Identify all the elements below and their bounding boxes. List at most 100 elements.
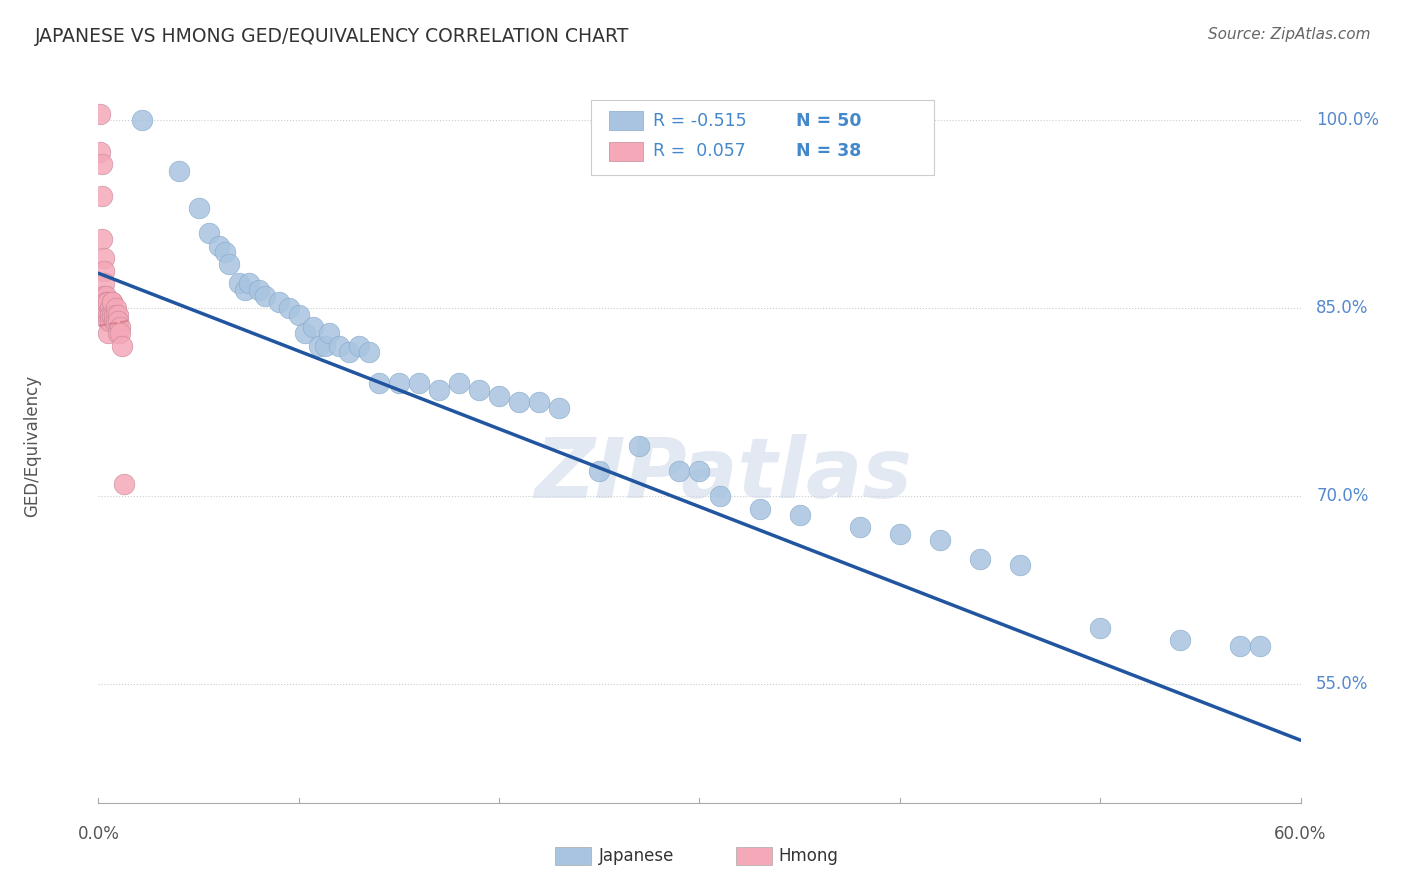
Point: [101, 295, 124, 310]
Point: [668, 464, 690, 478]
Point: [97, 308, 120, 322]
Point: [107, 326, 129, 341]
Text: 55.0%: 55.0%: [1316, 675, 1368, 693]
Point: [314, 339, 336, 353]
Point: [101, 308, 124, 322]
Point: [105, 308, 128, 322]
FancyBboxPatch shape: [592, 100, 934, 175]
Point: [969, 551, 991, 566]
Point: [357, 345, 380, 359]
Point: [318, 326, 340, 341]
Point: [101, 295, 124, 310]
Point: [628, 439, 651, 453]
Text: R =  0.057: R = 0.057: [652, 143, 745, 161]
Point: [347, 339, 370, 353]
Point: [228, 277, 250, 291]
Point: [103, 308, 125, 322]
Point: [408, 376, 430, 391]
Point: [100, 308, 122, 322]
Text: N = 50: N = 50: [796, 112, 860, 129]
Point: [100, 314, 122, 328]
Point: [277, 301, 299, 316]
Point: [103, 308, 125, 322]
Point: [301, 320, 323, 334]
Point: [253, 289, 276, 303]
Point: [427, 383, 450, 397]
Point: [748, 501, 770, 516]
Point: [508, 395, 530, 409]
Point: [93, 277, 115, 291]
Point: [488, 389, 510, 403]
Point: [91, 232, 114, 246]
Point: [131, 113, 153, 128]
Point: [1010, 558, 1032, 572]
Point: [105, 301, 128, 316]
Point: [328, 339, 350, 353]
Point: [91, 188, 114, 202]
Point: [929, 533, 952, 547]
Point: [688, 464, 710, 478]
Point: [91, 157, 114, 171]
Point: [308, 339, 330, 353]
Point: [709, 489, 731, 503]
Text: Hmong: Hmong: [779, 847, 839, 864]
Point: [93, 251, 115, 265]
Point: [100, 308, 122, 322]
Point: [849, 520, 872, 534]
Point: [107, 308, 129, 322]
Point: [233, 283, 256, 297]
Point: [105, 314, 128, 328]
Point: [1088, 621, 1111, 635]
Point: [187, 201, 209, 215]
Point: [107, 314, 129, 328]
Point: [238, 277, 260, 291]
Point: [100, 301, 122, 316]
Text: 85.0%: 85.0%: [1316, 300, 1368, 318]
Point: [388, 376, 411, 391]
Point: [789, 508, 811, 522]
Point: [103, 314, 125, 328]
Point: [197, 226, 219, 240]
FancyBboxPatch shape: [609, 142, 643, 161]
Text: 60.0%: 60.0%: [1274, 825, 1327, 843]
Point: [167, 163, 190, 178]
Point: [247, 283, 270, 297]
Point: [529, 395, 551, 409]
Point: [468, 383, 491, 397]
Point: [110, 320, 132, 334]
Point: [447, 376, 470, 391]
FancyBboxPatch shape: [735, 847, 772, 865]
Point: [288, 308, 311, 322]
Point: [218, 257, 240, 271]
Text: R = -0.515: R = -0.515: [652, 112, 747, 129]
Point: [93, 264, 115, 278]
Point: [889, 526, 911, 541]
Point: [588, 464, 610, 478]
Point: [97, 326, 120, 341]
Point: [89, 145, 111, 159]
Point: [368, 376, 391, 391]
Point: [101, 308, 124, 322]
Point: [110, 326, 132, 341]
Point: [89, 107, 111, 121]
Point: [1250, 640, 1272, 654]
Point: [548, 401, 571, 416]
Point: [96, 308, 118, 322]
Point: [96, 289, 118, 303]
Point: [294, 326, 316, 341]
Point: [337, 345, 360, 359]
FancyBboxPatch shape: [555, 847, 592, 865]
Text: ZIPatlas: ZIPatlas: [534, 434, 912, 515]
Text: Japanese: Japanese: [599, 847, 673, 864]
Point: [1229, 640, 1251, 654]
Point: [96, 295, 118, 310]
Text: GED/Equivalency: GED/Equivalency: [24, 375, 41, 517]
Point: [267, 295, 290, 310]
Point: [97, 314, 120, 328]
Point: [208, 238, 231, 252]
Text: JAPANESE VS HMONG GED/EQUIVALENCY CORRELATION CHART: JAPANESE VS HMONG GED/EQUIVALENCY CORREL…: [35, 27, 630, 45]
Point: [93, 289, 115, 303]
Text: 100.0%: 100.0%: [1316, 112, 1379, 129]
Text: Source: ZipAtlas.com: Source: ZipAtlas.com: [1208, 27, 1371, 42]
Point: [1170, 633, 1192, 648]
